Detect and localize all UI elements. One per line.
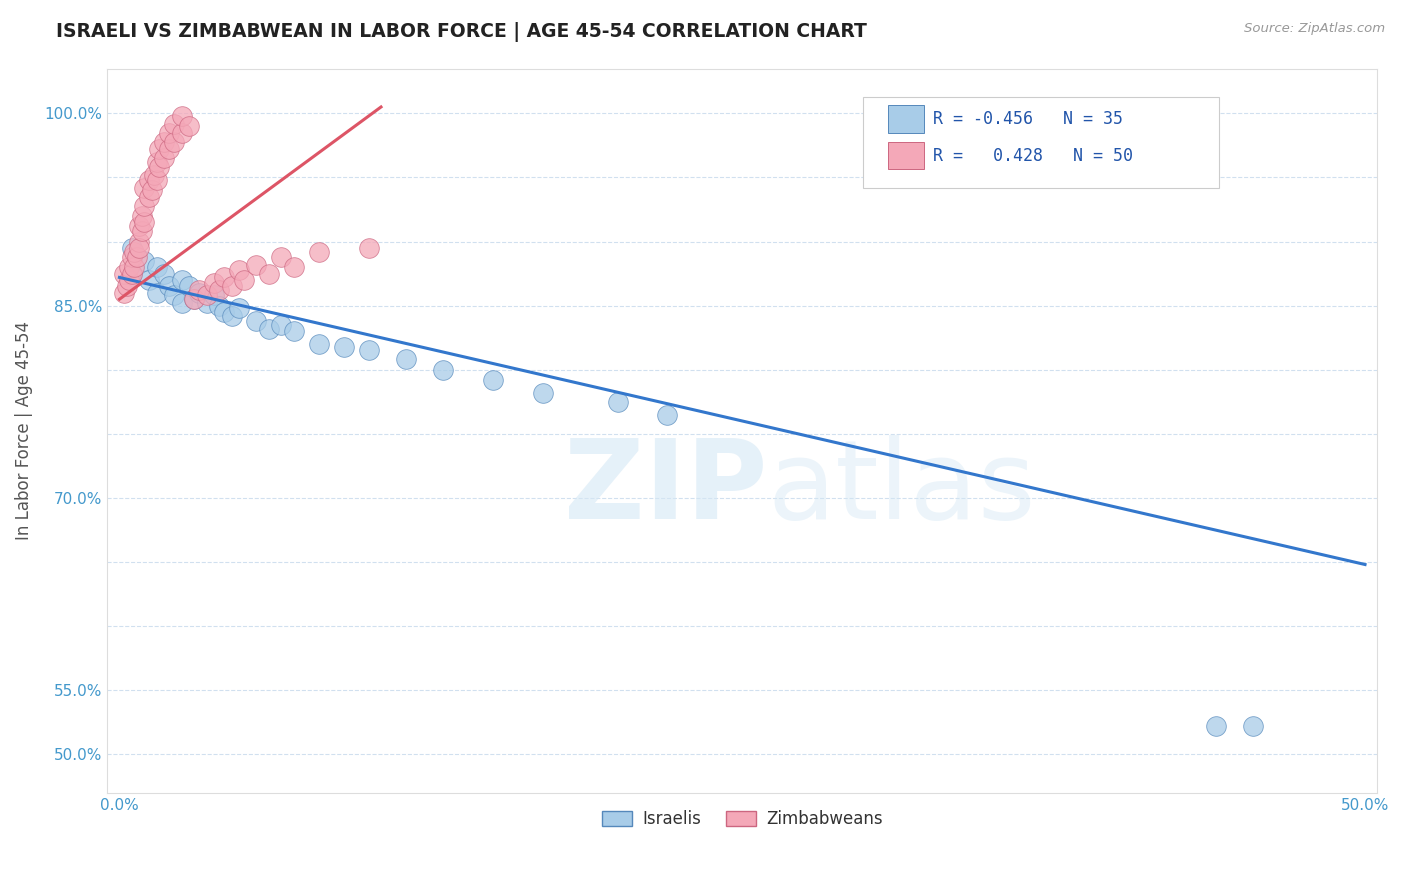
Point — [208, 299, 231, 313]
Point — [221, 279, 243, 293]
Point — [141, 183, 163, 197]
FancyBboxPatch shape — [863, 97, 1219, 188]
Point — [138, 189, 160, 203]
Point — [270, 318, 292, 332]
Point — [163, 288, 186, 302]
Point — [221, 309, 243, 323]
Point — [606, 394, 628, 409]
Bar — [889, 105, 924, 133]
Point — [202, 288, 225, 302]
Point — [138, 273, 160, 287]
Text: R = -0.456   N = 35: R = -0.456 N = 35 — [932, 110, 1123, 128]
Point — [283, 324, 305, 338]
Point — [170, 296, 193, 310]
Point — [657, 408, 679, 422]
Point — [128, 219, 150, 234]
Y-axis label: In Labor Force | Age 45-54: In Labor Force | Age 45-54 — [15, 321, 32, 540]
Point — [121, 267, 143, 281]
Point — [134, 180, 156, 194]
Point — [153, 267, 176, 281]
Point — [163, 135, 186, 149]
Point — [170, 126, 193, 140]
Text: R =   0.428   N = 50: R = 0.428 N = 50 — [932, 146, 1133, 165]
Point — [131, 209, 153, 223]
Point — [153, 151, 176, 165]
Point — [157, 142, 180, 156]
Point — [195, 296, 218, 310]
Point — [146, 173, 169, 187]
Point — [202, 276, 225, 290]
Point — [124, 244, 146, 259]
Point — [157, 279, 180, 293]
Point — [432, 362, 454, 376]
Point — [128, 235, 150, 249]
Point — [233, 273, 256, 287]
Point — [188, 285, 211, 300]
Point — [308, 244, 330, 259]
Point — [1241, 719, 1264, 733]
Point — [395, 352, 418, 367]
Point — [270, 250, 292, 264]
Point — [134, 199, 156, 213]
Point — [128, 241, 150, 255]
Point — [143, 168, 166, 182]
Point — [131, 224, 153, 238]
Point — [157, 126, 180, 140]
Point — [228, 262, 250, 277]
Point — [212, 305, 235, 319]
Point — [357, 241, 380, 255]
Point — [257, 267, 280, 281]
Point — [121, 250, 143, 264]
Point — [118, 260, 141, 275]
Point — [1205, 719, 1227, 733]
Point — [134, 215, 156, 229]
Point — [170, 109, 193, 123]
Point — [146, 260, 169, 275]
Point — [163, 117, 186, 131]
Point — [357, 343, 380, 358]
Point — [153, 135, 176, 149]
Point — [308, 337, 330, 351]
Point — [245, 258, 267, 272]
Legend: Israelis, Zimbabweans: Israelis, Zimbabweans — [595, 804, 889, 835]
Point — [124, 260, 146, 275]
Point — [228, 301, 250, 316]
Point — [482, 373, 505, 387]
Point — [125, 250, 148, 264]
Point — [112, 285, 135, 300]
Point — [179, 119, 201, 133]
Point — [121, 241, 143, 255]
Bar — [889, 142, 924, 169]
Point — [195, 288, 218, 302]
Point — [138, 173, 160, 187]
Point — [112, 267, 135, 281]
Point — [179, 279, 201, 293]
Text: ZIP: ZIP — [564, 435, 768, 542]
Point — [148, 160, 170, 174]
Point — [245, 314, 267, 328]
Point — [170, 273, 193, 287]
Point — [283, 260, 305, 275]
Point — [115, 279, 138, 293]
Point — [188, 283, 211, 297]
Point — [118, 273, 141, 287]
Point — [531, 385, 554, 400]
Point — [332, 340, 354, 354]
Text: atlas: atlas — [768, 435, 1036, 542]
Point — [257, 321, 280, 335]
Point — [183, 292, 205, 306]
Point — [121, 267, 143, 281]
Point — [134, 253, 156, 268]
Point — [208, 283, 231, 297]
Point — [146, 285, 169, 300]
Text: ISRAELI VS ZIMBABWEAN IN LABOR FORCE | AGE 45-54 CORRELATION CHART: ISRAELI VS ZIMBABWEAN IN LABOR FORCE | A… — [56, 22, 868, 42]
Point — [212, 270, 235, 285]
Point — [146, 155, 169, 169]
Point — [148, 142, 170, 156]
Text: Source: ZipAtlas.com: Source: ZipAtlas.com — [1244, 22, 1385, 36]
Point — [183, 292, 205, 306]
